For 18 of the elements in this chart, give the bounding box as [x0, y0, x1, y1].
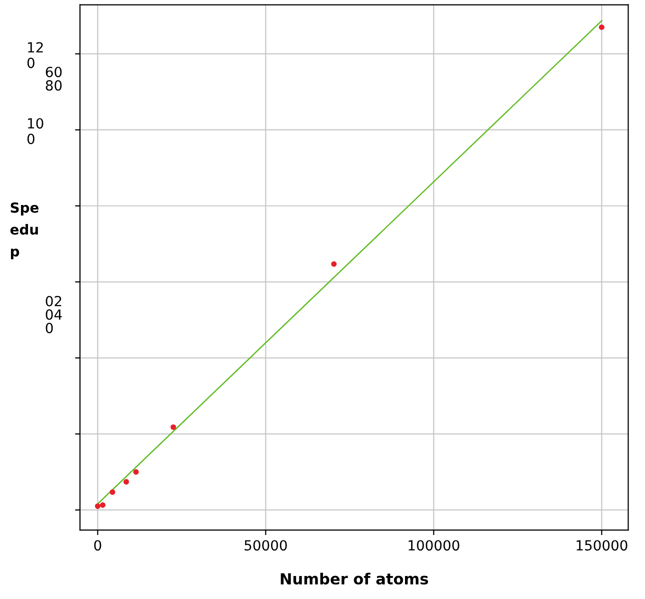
point: [100, 502, 106, 508]
point: [110, 489, 116, 495]
x-tick-label: 150000: [576, 540, 628, 551]
text: 60 80: [46, 66, 62, 91]
point: [94, 503, 100, 509]
text: 02 04 0: [46, 296, 62, 334]
x-tick-label: 0: [94, 540, 102, 551]
x-axis-title: Number of atoms: [280, 572, 428, 585]
x-tick-label: 50000: [244, 540, 287, 551]
y-axis-title: Spe edu p: [10, 202, 38, 260]
point: [123, 479, 130, 485]
x-tick-label: 100000: [408, 540, 460, 551]
point: [170, 424, 176, 430]
y-tick-label: 10 0: [27, 118, 44, 144]
point: [331, 261, 337, 267]
y-tick-label: 12 0: [27, 42, 43, 68]
point: [133, 469, 139, 475]
point: [598, 24, 604, 30]
